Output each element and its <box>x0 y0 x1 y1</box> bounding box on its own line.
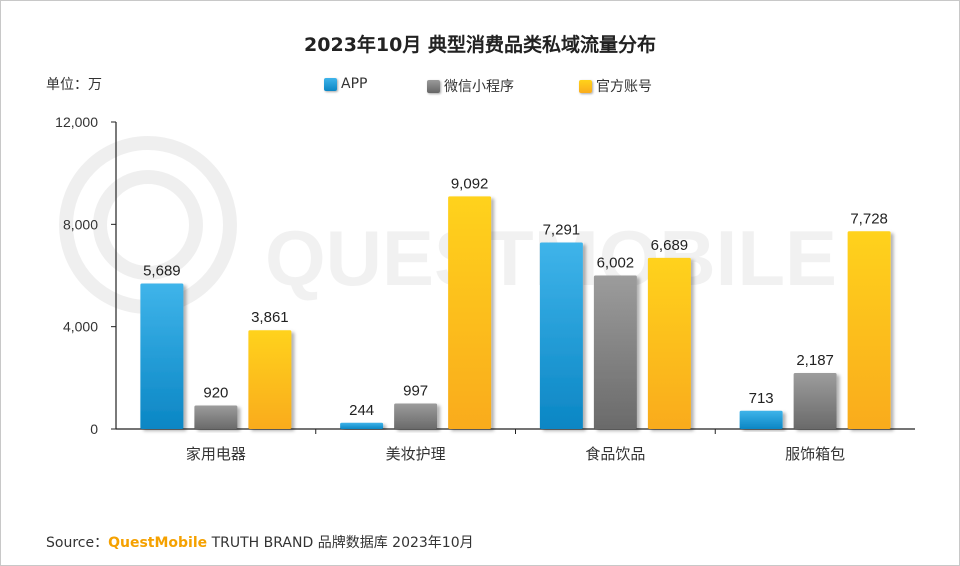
data-label: 5,689 <box>143 262 181 279</box>
bar <box>248 330 292 429</box>
x-tick-label: 家用电器 <box>186 445 246 463</box>
bar <box>140 283 184 429</box>
source-brand: QuestMobile <box>108 535 208 551</box>
data-label: 7,728 <box>850 210 888 227</box>
bar <box>847 231 891 429</box>
legend-item-official-account: 官方账号 <box>579 76 652 96</box>
bar <box>739 410 783 429</box>
data-label: 7,291 <box>543 221 581 238</box>
legend-label-app: APP <box>341 76 368 92</box>
y-tick-label: 12,000 <box>55 114 98 130</box>
legend-item-miniprogram: 微信小程序 <box>427 76 514 96</box>
legend-swatch-official-account <box>579 79 592 93</box>
x-tick-label: 食品饮品 <box>585 445 645 463</box>
bar <box>647 257 691 429</box>
bar <box>593 275 637 429</box>
chart-title: 2023年10月 典型消费品类私域流量分布 <box>304 34 656 56</box>
bar <box>539 242 583 429</box>
bar <box>340 422 384 429</box>
legend-swatch-app <box>324 77 337 91</box>
data-label: 997 <box>403 382 428 399</box>
bar <box>394 403 438 429</box>
unit-label: 单位：万 <box>46 77 102 93</box>
data-label: 6,002 <box>597 254 635 271</box>
data-label: 9,092 <box>451 175 489 192</box>
data-label: 3,861 <box>251 309 289 326</box>
data-label: 713 <box>749 390 774 407</box>
bar <box>793 373 837 429</box>
source-prefix: Source： <box>46 535 109 551</box>
source-text: TRUTH BRAND 品牌数据库 2023年10月 <box>207 535 474 551</box>
legend-label-official-account: 官方账号 <box>596 79 652 95</box>
x-tick-label: 服饰箱包 <box>785 445 845 463</box>
bar <box>194 405 238 429</box>
legend: APP 微信小程序 官方账号 <box>0 76 960 96</box>
y-tick-label: 0 <box>90 421 98 437</box>
bar <box>448 196 492 429</box>
y-tick-label: 4,000 <box>63 319 98 335</box>
y-tick-label: 8,000 <box>63 216 98 232</box>
legend-label-miniprogram: 微信小程序 <box>444 79 514 95</box>
data-label: 6,689 <box>651 237 689 254</box>
x-tick-label: 美妆护理 <box>386 445 446 463</box>
data-label: 244 <box>349 402 374 419</box>
source-note: Source：QuestMobile TRUTH BRAND 品牌数据库 202… <box>46 532 474 552</box>
legend-item-app: APP <box>324 76 367 92</box>
data-label: 2,187 <box>796 352 834 369</box>
data-label: 920 <box>203 384 228 401</box>
legend-swatch-miniprogram <box>427 79 440 93</box>
